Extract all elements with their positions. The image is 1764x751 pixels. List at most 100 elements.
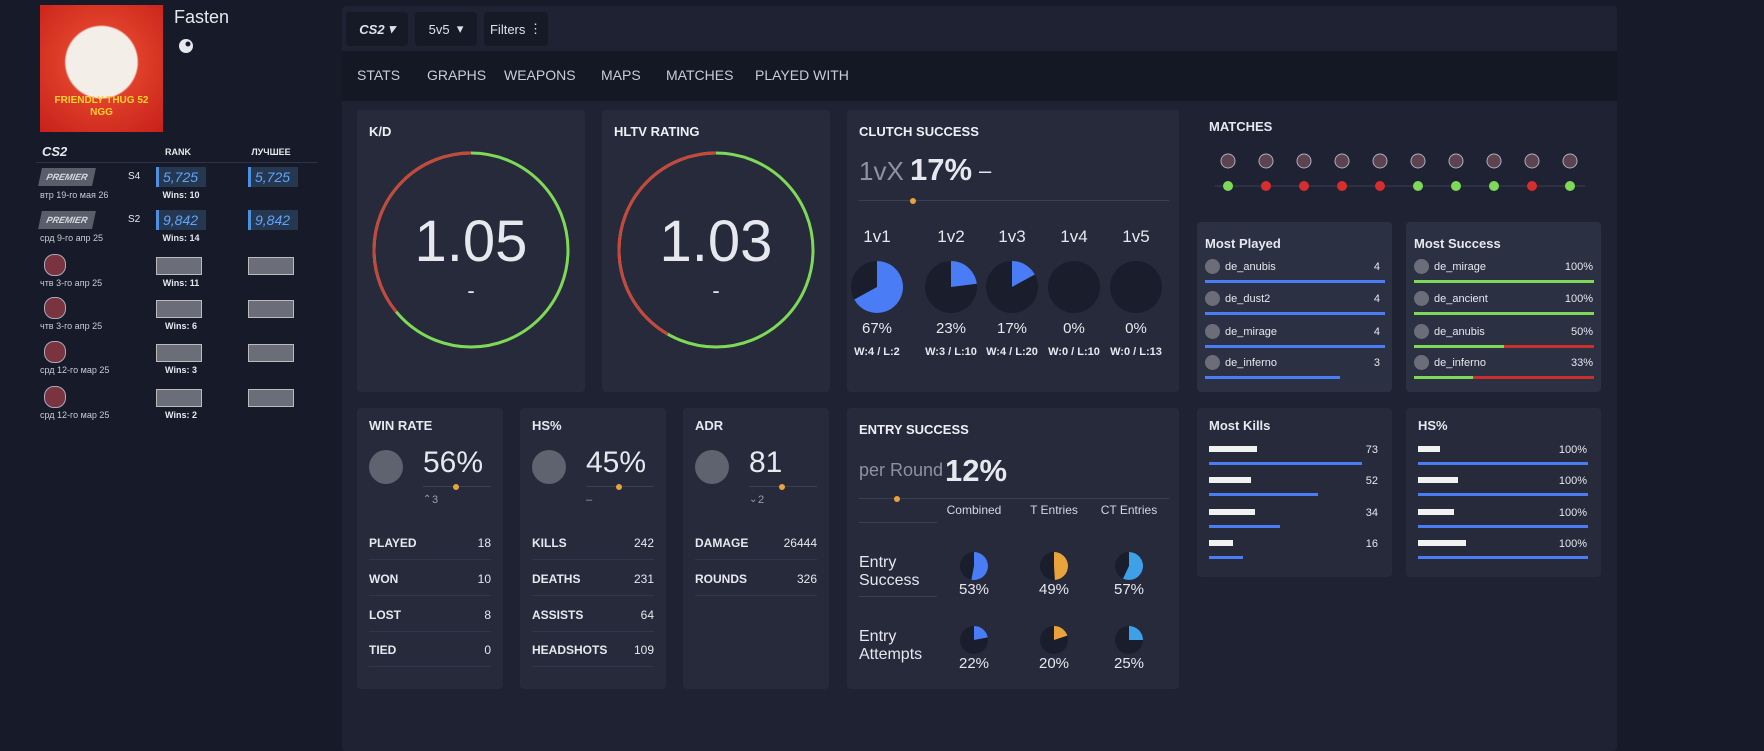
match-result	[1299, 181, 1309, 191]
tab[interactable]: MATCHES	[666, 67, 734, 83]
clutch-record: W:0 / L:13	[1110, 346, 1162, 358]
map-name: de_anubis	[1434, 326, 1485, 338]
card-icon	[369, 450, 403, 484]
divider	[369, 595, 491, 596]
card-title: ENTRY SUCCESS	[859, 422, 969, 437]
stat-label: ROUNDS	[695, 572, 748, 586]
hs-percent: 100%	[1558, 507, 1587, 519]
most-played-card: Most Played de_anubis 4 de_dust2 4 de_mirage…	[1197, 222, 1392, 392]
map-name: de_anubis	[1225, 261, 1276, 273]
steam-icon[interactable]	[178, 38, 194, 54]
rank-date: срд 9-го апр 25	[40, 233, 104, 243]
avatar-caption: FRIENDLY THUG 52	[54, 95, 149, 106]
tab[interactable]: STATS	[357, 67, 401, 83]
map-name: de_mirage	[1434, 261, 1486, 273]
rank-chevrons	[156, 257, 202, 275]
stat-value: 18	[477, 536, 491, 550]
clutch-pies	[851, 261, 1162, 313]
section-title: MATCHES	[1209, 119, 1273, 134]
divider	[859, 522, 937, 523]
best-value: 9,842	[248, 210, 298, 230]
kill-count: 73	[1365, 444, 1378, 456]
match-result	[1261, 181, 1271, 191]
stat-label: DAMAGE	[695, 536, 749, 550]
column-header: T Entries	[1030, 503, 1078, 517]
map-icon	[1524, 153, 1540, 169]
mode-select[interactable]: 5v5 ▾	[415, 12, 477, 46]
clutch-record: W:4 / L:2	[854, 346, 900, 358]
game-select[interactable]: CS2 ▾	[346, 12, 408, 46]
weapon-hs-card: HS% 100% 100% 100% 100%	[1406, 408, 1601, 577]
entry-value: 12%	[945, 453, 1008, 488]
stat-value: 8	[484, 608, 491, 622]
match-result	[1565, 181, 1575, 191]
rank-chevrons	[156, 389, 202, 407]
stat-label: LOST	[369, 608, 401, 622]
clutch-record: W:0 / L:10	[1048, 346, 1100, 358]
success-percent: 100%	[1564, 261, 1593, 273]
map-name: de_inferno	[1225, 357, 1277, 369]
wins: Wins: 2	[165, 410, 197, 420]
hs-bar	[1418, 493, 1588, 496]
entry-pie	[971, 552, 989, 580]
entry-pies	[960, 552, 1143, 654]
map-icon	[1258, 153, 1274, 169]
clutch-label: 1v5	[1122, 227, 1150, 246]
tab[interactable]: MAPS	[601, 67, 641, 83]
clutch-percent: 17%	[996, 320, 1028, 337]
entry-pie	[1123, 552, 1143, 580]
kd-card: K/D 1.05 -	[357, 110, 585, 392]
divider	[369, 559, 491, 560]
card-value: 56%	[423, 446, 484, 479]
stat-value: 64	[640, 608, 654, 622]
divider	[695, 595, 817, 596]
clutch-percent: 0%	[1125, 320, 1147, 337]
clutch-card: CLUTCH SUCCESS 1vX 17% – 1v1 67% W:4 / L:2…	[847, 110, 1179, 392]
match-result	[1451, 181, 1461, 191]
clutch-label: 1v2	[937, 227, 965, 246]
map-icon	[44, 254, 66, 276]
indicator-dot	[910, 198, 916, 204]
clutch-pie	[951, 261, 977, 287]
match-result	[1375, 181, 1385, 191]
card-title: HS%	[532, 418, 562, 433]
tab[interactable]: WEAPONS	[504, 67, 576, 83]
filters-button[interactable]: Filters ⋮	[484, 12, 548, 46]
hltv-value: 1.03	[659, 209, 773, 274]
stat-value: 109	[633, 643, 654, 657]
match-result	[1527, 181, 1537, 191]
clutch-record: W:4 / L:20	[986, 346, 1038, 358]
map-icon	[1296, 153, 1312, 169]
season: S4	[128, 171, 141, 182]
column-header: CT Entries	[1100, 503, 1158, 517]
stat-label: DEATHS	[532, 572, 581, 586]
tab[interactable]: PLAYED WITH	[755, 67, 849, 83]
indicator-dot	[616, 484, 622, 490]
success-bar	[1414, 280, 1594, 283]
clutch-value: 17%	[910, 152, 973, 187]
entry-pie	[974, 626, 988, 640]
divider	[532, 666, 654, 667]
map-icon	[1205, 259, 1220, 274]
map-count: 3	[1373, 357, 1380, 369]
count-bar	[1205, 376, 1340, 379]
weapon-icon	[1209, 509, 1255, 515]
card-title: WIN RATE	[369, 418, 433, 433]
weapon-icon	[1418, 540, 1466, 546]
divider	[859, 596, 937, 597]
stat-value: 0	[484, 643, 491, 657]
most-success-card: Most Success de_mirage 100% de_ancient 100%…	[1406, 222, 1601, 392]
wins: Wins: 14	[162, 233, 200, 243]
tab[interactable]: GRAPHS	[427, 67, 487, 83]
divider	[532, 631, 654, 632]
divider	[859, 200, 1169, 201]
map-icon	[1448, 153, 1464, 169]
rank-date: срд 12-го мар 25	[40, 410, 110, 420]
entry-percent: 20%	[1038, 655, 1070, 672]
change-caret: ⌄	[749, 494, 758, 505]
entry-pie	[1129, 626, 1143, 640]
kill-bar	[1209, 525, 1281, 528]
stat-label: PLAYED	[369, 536, 417, 550]
map-icon	[1414, 324, 1429, 339]
map-name: de_ancient	[1434, 293, 1488, 305]
